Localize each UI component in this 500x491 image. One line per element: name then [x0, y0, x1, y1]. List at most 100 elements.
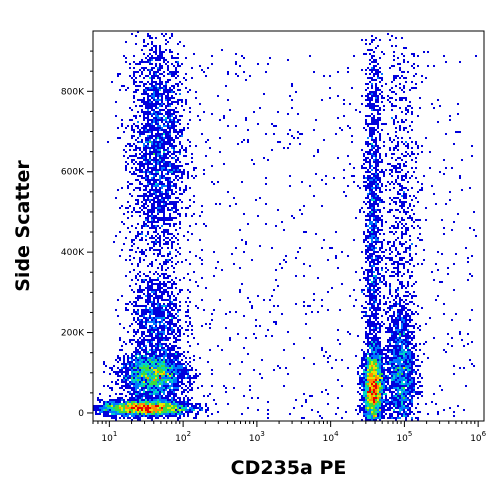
- density-point: [155, 191, 157, 193]
- density-point: [143, 343, 145, 345]
- density-point: [149, 297, 151, 299]
- density-point: [375, 247, 377, 249]
- density-point: [389, 301, 391, 303]
- density-point: [161, 119, 163, 121]
- density-point: [145, 161, 147, 163]
- density-point: [151, 409, 153, 411]
- density-point: [159, 93, 161, 95]
- density-point: [179, 369, 181, 371]
- density-point: [151, 107, 153, 109]
- density-point: [121, 385, 123, 387]
- density-point: [163, 167, 165, 169]
- density-point: [365, 99, 367, 101]
- density-point: [375, 145, 377, 147]
- density-point: [133, 369, 135, 371]
- density-point: [169, 49, 171, 51]
- density-point: [381, 411, 383, 413]
- density-point: [149, 153, 151, 155]
- density-point: [371, 419, 373, 421]
- density-point: [115, 417, 117, 419]
- density-point: [171, 201, 173, 203]
- density-point: [143, 129, 145, 131]
- density-point: [155, 343, 157, 345]
- density-point: [361, 377, 363, 379]
- density-point: [379, 401, 381, 403]
- density-point: [197, 413, 199, 415]
- density-point: [403, 305, 405, 307]
- density-point: [141, 313, 143, 315]
- density-point: [377, 231, 379, 233]
- density-point: [135, 167, 137, 169]
- density-point: [147, 81, 149, 83]
- density-point: [363, 277, 365, 279]
- density-point: [155, 201, 157, 203]
- density-point: [133, 373, 135, 375]
- density-point: [381, 101, 383, 103]
- density-point: [369, 371, 371, 373]
- density-point: [159, 345, 161, 347]
- density-point: [389, 323, 391, 325]
- density-point: [177, 311, 179, 313]
- density-point: [395, 345, 397, 347]
- density-point: [151, 371, 153, 373]
- density-point: [143, 337, 145, 339]
- density-point: [371, 177, 373, 179]
- density-point: [161, 313, 163, 315]
- density-point: [103, 405, 105, 407]
- density-point: [153, 205, 155, 207]
- density-point: [147, 177, 149, 179]
- density-point: [163, 153, 165, 155]
- density-point: [395, 319, 397, 321]
- density-point: [153, 175, 155, 177]
- density-point: [367, 169, 369, 171]
- density-point: [197, 307, 199, 309]
- density-point: [145, 217, 147, 219]
- density-point: [139, 129, 141, 131]
- density-point: [171, 331, 173, 333]
- density-point: [159, 355, 161, 357]
- density-point: [145, 279, 147, 281]
- density-point: [373, 271, 375, 273]
- density-point: [97, 413, 99, 415]
- density-point: [149, 379, 151, 381]
- density-point: [155, 89, 157, 91]
- density-point: [167, 359, 169, 361]
- density-point: [179, 199, 181, 201]
- density-point: [177, 411, 179, 413]
- density-point: [375, 137, 377, 139]
- density-point: [169, 141, 171, 143]
- density-point: [159, 55, 161, 57]
- density-point: [183, 109, 185, 111]
- density-point: [217, 411, 219, 413]
- density-point: [369, 261, 371, 263]
- density-point: [397, 347, 399, 349]
- density-point: [395, 395, 397, 397]
- density-point: [375, 233, 377, 235]
- density-point: [165, 343, 167, 345]
- density-point: [365, 83, 367, 85]
- density-point: [163, 219, 165, 221]
- density-point: [173, 391, 175, 393]
- density-point: [149, 141, 151, 143]
- density-point: [125, 373, 127, 375]
- density-point: [399, 305, 401, 307]
- density-point: [407, 353, 409, 355]
- density-point: [161, 207, 163, 209]
- density-point: [405, 397, 407, 399]
- density-point: [367, 281, 369, 283]
- density-point: [173, 397, 175, 399]
- density-point: [365, 399, 367, 401]
- density-point: [363, 395, 365, 397]
- density-point: [167, 259, 169, 261]
- density-point: [369, 143, 371, 145]
- density-point: [143, 101, 145, 103]
- density-point: [169, 145, 171, 147]
- density-point: [175, 223, 177, 225]
- density-point: [375, 385, 377, 387]
- density-point: [153, 75, 155, 77]
- density-point: [145, 203, 147, 205]
- density-point: [401, 389, 403, 391]
- density-point: [171, 385, 173, 387]
- density-point: [179, 149, 181, 151]
- density-point: [407, 309, 409, 311]
